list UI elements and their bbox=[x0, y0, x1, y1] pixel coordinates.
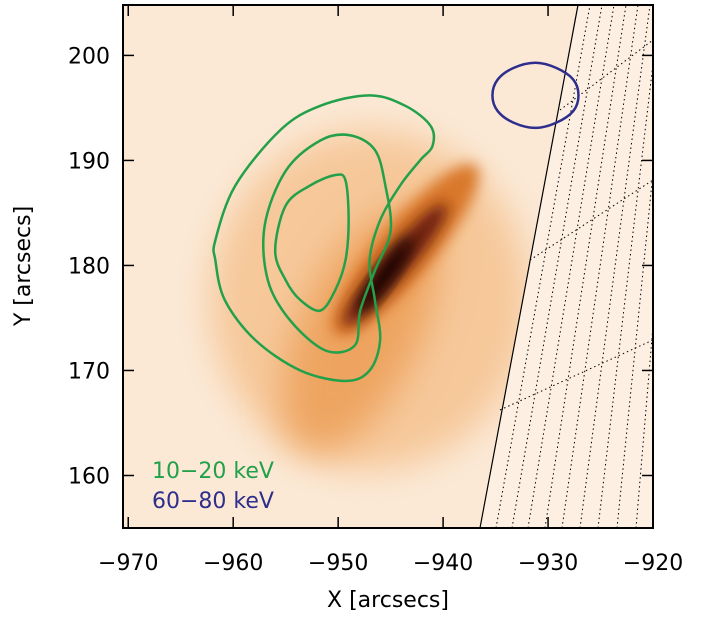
plot-frame bbox=[122, 4, 654, 529]
y-tick-label: 170 bbox=[68, 359, 110, 384]
x-tick-label: −920 bbox=[623, 551, 683, 576]
legend-label: 60−80 keV bbox=[152, 489, 274, 514]
y-tick-label: 200 bbox=[68, 44, 110, 69]
x-tick-label: −940 bbox=[413, 551, 473, 576]
y-tick-label: 190 bbox=[68, 149, 110, 174]
y-tick-label: 160 bbox=[68, 464, 110, 489]
contour-line bbox=[273, 173, 350, 313]
contour-line bbox=[491, 61, 580, 130]
contour-line bbox=[262, 133, 393, 354]
x-tick-label: −960 bbox=[203, 551, 263, 576]
x-tick-label: −950 bbox=[308, 551, 368, 576]
x-tick-label: −930 bbox=[518, 551, 578, 576]
image bbox=[123, 5, 653, 528]
y-axis-label: Y [arcsecs] bbox=[11, 206, 36, 327]
x-axis-label: X [arcsecs] bbox=[327, 588, 449, 613]
y-tick-label: 180 bbox=[68, 254, 110, 279]
contour-line bbox=[212, 94, 436, 383]
x-tick-label: −970 bbox=[98, 551, 158, 576]
legend-label: 10−20 keV bbox=[152, 459, 274, 484]
